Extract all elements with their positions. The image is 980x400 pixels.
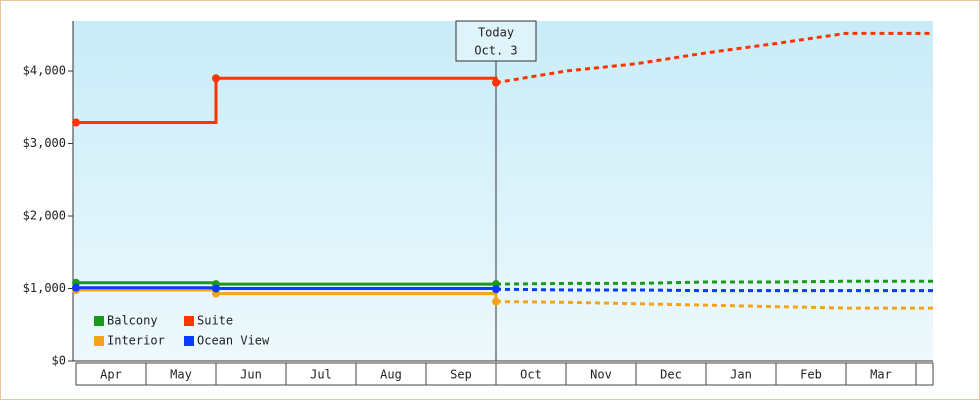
x-tick-label: Apr [100,368,122,382]
y-tick-label: $0 [52,354,66,368]
today-label: Today [478,26,514,40]
legend-label: Balcony [107,314,158,328]
forecast-line [495,287,933,293]
x-tick-label: Feb [800,368,822,382]
x-tick-label: Jan [730,368,752,382]
x-band [915,362,934,386]
x-tick-label: May [170,368,192,382]
x-tick-label: Mar [870,368,892,382]
series-line [76,288,498,302]
y-tick-label: $4,000 [23,64,66,78]
marker [72,283,80,292]
forecast-line [495,279,933,286]
x-tick-label: Sep [450,368,472,382]
series-line [76,286,498,291]
x-tick-label: Jun [240,368,262,382]
marker [492,78,500,87]
legend-label: Suite [197,314,233,328]
today-box [455,20,537,62]
x-tick-label: Nov [590,368,612,382]
legend-label: Interior [107,334,165,348]
plot-area [73,21,933,361]
legend-swatch [94,336,104,346]
legend-label: Ocean View [197,334,270,348]
legend-swatch [94,316,104,326]
forecast-line [495,31,933,85]
x-tick-label: Oct [520,368,542,382]
y-tick-label: $3,000 [23,136,66,150]
series-line [76,281,496,286]
legend-swatch [184,336,194,346]
legend-swatch [184,316,194,326]
y-tick-label: $1,000 [23,281,66,295]
y-tick-label: $2,000 [23,209,66,223]
x-tick-label: Jul [310,368,332,382]
series-line [76,76,498,124]
marker [72,118,80,127]
today-label: Oct. 3 [474,44,517,58]
marker [492,297,500,306]
marker [212,74,220,83]
x-tick-label: Aug [380,368,402,382]
marker [212,284,220,293]
x-tick-label: Dec [660,368,682,382]
marker [492,285,500,294]
forecast-line [495,300,933,310]
